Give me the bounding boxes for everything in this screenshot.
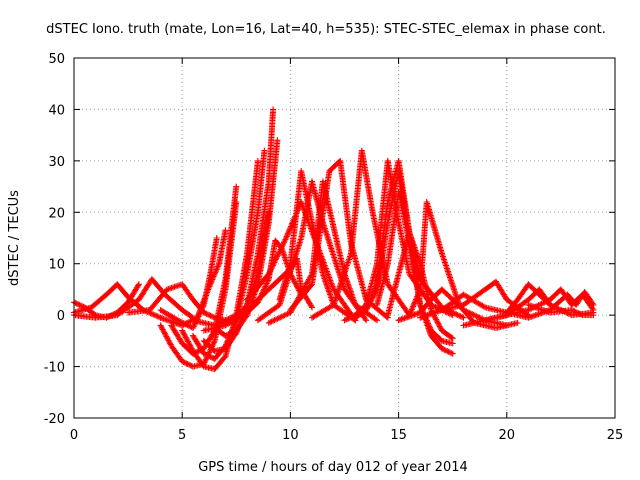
chart-title: dSTEC Iono. truth (mate, Lon=16, Lat=40,… <box>46 22 606 37</box>
series-29-markers <box>438 281 554 316</box>
x-tick-label-5: 25 <box>607 428 624 443</box>
x-tick-label-0: 0 <box>70 428 78 443</box>
x-tick-label-2: 10 <box>282 428 299 443</box>
series-33-markers <box>525 301 597 319</box>
series-5 <box>157 227 229 329</box>
y-axis-label: dSTEC / TECUs <box>7 190 22 286</box>
x-tick-label-3: 15 <box>390 428 407 443</box>
x-tick-label-1: 5 <box>178 428 186 443</box>
y-tick-label-7: 50 <box>48 52 65 67</box>
y-tick-label-6: 40 <box>48 103 65 118</box>
y-tick-label-4: 20 <box>48 206 65 221</box>
plot-frame <box>73 57 616 419</box>
series-10-markers <box>200 106 277 355</box>
y-tick-label-0: -20 <box>44 412 65 427</box>
y-tick-label-5: 30 <box>48 155 65 170</box>
series-27-markers <box>406 199 521 331</box>
grid <box>74 58 615 418</box>
series-10 <box>200 106 277 355</box>
x-tick-label-4: 20 <box>499 428 516 443</box>
y-tick-label-2: 0 <box>57 309 65 324</box>
series-27 <box>406 199 521 331</box>
series-2-markers <box>71 276 196 321</box>
y-tick-label-3: 10 <box>48 258 65 273</box>
x-axis-label: GPS time / hours of day 012 of year 2014 <box>198 460 468 475</box>
series-33 <box>525 301 597 319</box>
series-19-markers <box>287 157 391 321</box>
series-2 <box>71 276 196 321</box>
tick-labels: 0 5 10 15 20 25 -20 -10 0 10 20 30 40 50 <box>44 52 624 443</box>
data-series <box>71 106 597 373</box>
series-29 <box>438 281 554 316</box>
series-19 <box>287 157 391 321</box>
series-5-markers <box>157 227 229 329</box>
y-tick-label-1: -10 <box>44 361 65 376</box>
axis-ticks <box>73 57 616 419</box>
